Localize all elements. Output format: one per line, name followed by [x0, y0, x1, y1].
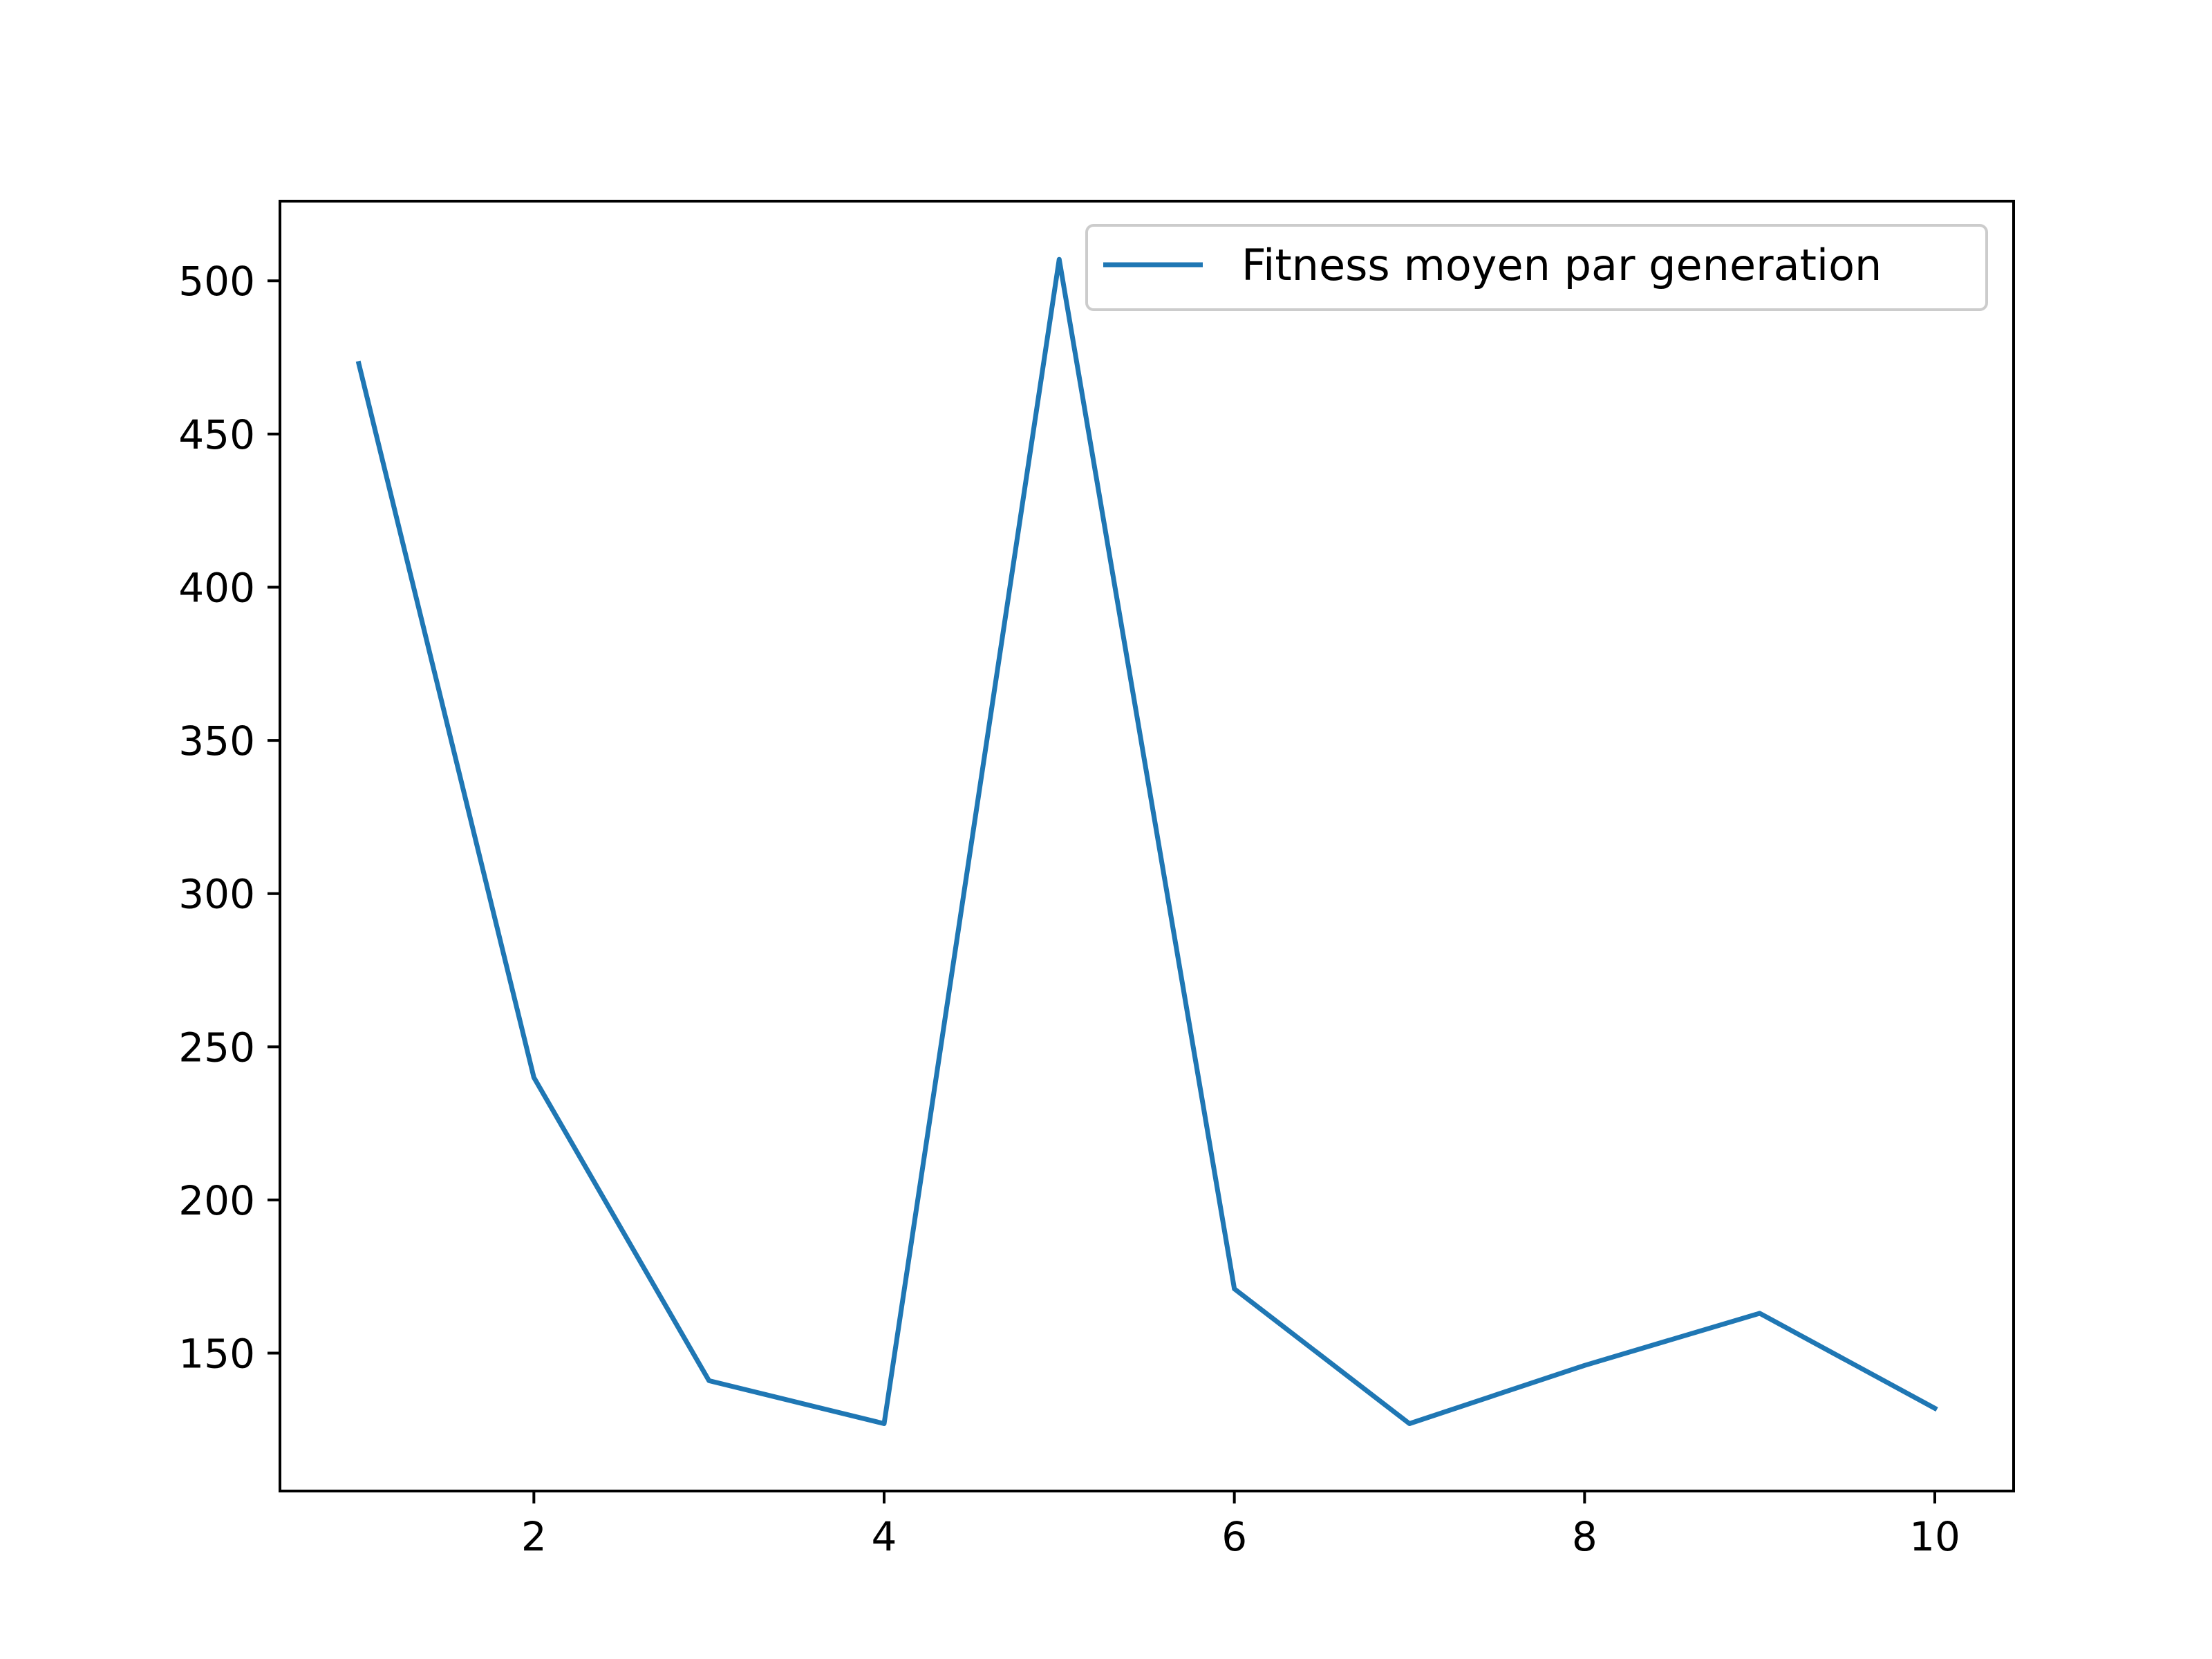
- y-tick-label: 200: [178, 1177, 255, 1224]
- axes-layer: 2 4 6 8 10 150 200 250 300 350 400 450 500: [178, 200, 2015, 1560]
- y-tick-label: 350: [178, 718, 255, 765]
- y-tick-label: 500: [178, 258, 255, 305]
- y-tick-label: 300: [178, 871, 255, 918]
- plot-frame: [279, 200, 2015, 1492]
- series-line-0: [355, 256, 1938, 1426]
- x-tick-label: 10: [1909, 1513, 1960, 1560]
- y-tick-label: 450: [178, 411, 255, 458]
- x-tick-label: 6: [1221, 1513, 1247, 1560]
- y-tick-label: 250: [178, 1024, 255, 1071]
- x-tick-label: 4: [872, 1513, 897, 1560]
- series-layer: [355, 256, 1938, 1426]
- y-tick-label: 150: [178, 1331, 255, 1378]
- x-tick-label: 2: [521, 1513, 547, 1560]
- legend-box: [1085, 224, 1988, 311]
- legend-label: Fitness moyen par generation: [1241, 240, 1882, 290]
- x-tick-label: 8: [1572, 1513, 1597, 1560]
- legend: Fitness moyen par generation: [1085, 224, 1988, 311]
- y-tick-label: 400: [178, 564, 255, 611]
